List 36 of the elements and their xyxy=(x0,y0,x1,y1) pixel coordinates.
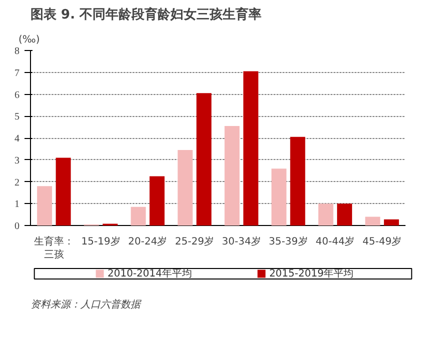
bar xyxy=(271,168,286,226)
x-tick-label: 15-19岁 xyxy=(81,236,120,248)
x-tick-label: 45-49岁 xyxy=(362,236,402,248)
y-tick-label: 7 xyxy=(14,68,20,79)
y-tick-label: 0 xyxy=(14,221,20,232)
y-tick-label: 3 xyxy=(14,155,20,166)
x-tick-label: 30-34岁 xyxy=(222,236,261,248)
bar xyxy=(337,204,352,226)
legend-label: 2010-2014年平均 xyxy=(108,267,192,280)
bar xyxy=(150,176,165,226)
chart-title: 图表 9. 不同年龄段育龄妇女三孩生育率 xyxy=(30,6,262,22)
x-tick-label: 生育率：三孩 xyxy=(34,236,74,261)
legend-label: 2015-2019年平均 xyxy=(269,267,354,280)
bar xyxy=(384,219,399,226)
text: 资料来源：人口六普数据 xyxy=(30,298,142,310)
y-tick-label: 4 xyxy=(14,134,20,144)
bar xyxy=(130,206,146,226)
y-axis-title: (‰) xyxy=(18,34,40,46)
bar xyxy=(37,186,52,226)
y-tick-label: 8 xyxy=(14,46,20,57)
bar xyxy=(196,93,212,226)
y-tick-label: 6 xyxy=(14,90,20,101)
bar xyxy=(318,204,334,226)
y-tick-label: 5 xyxy=(14,112,20,123)
bar xyxy=(224,126,240,226)
bar xyxy=(365,216,380,226)
y-tick-label: 1 xyxy=(14,199,20,210)
y-tick-label: 2 xyxy=(14,177,20,188)
x-tick-label: 20-24岁 xyxy=(128,236,168,248)
bar xyxy=(56,158,71,226)
x-tick-label: 25-29岁 xyxy=(175,236,214,248)
bar xyxy=(243,71,258,226)
x-tick-label: 40-44岁 xyxy=(316,236,355,248)
x-tick-label: 35-39岁 xyxy=(268,236,308,248)
bar xyxy=(290,136,306,226)
bar xyxy=(178,150,193,226)
